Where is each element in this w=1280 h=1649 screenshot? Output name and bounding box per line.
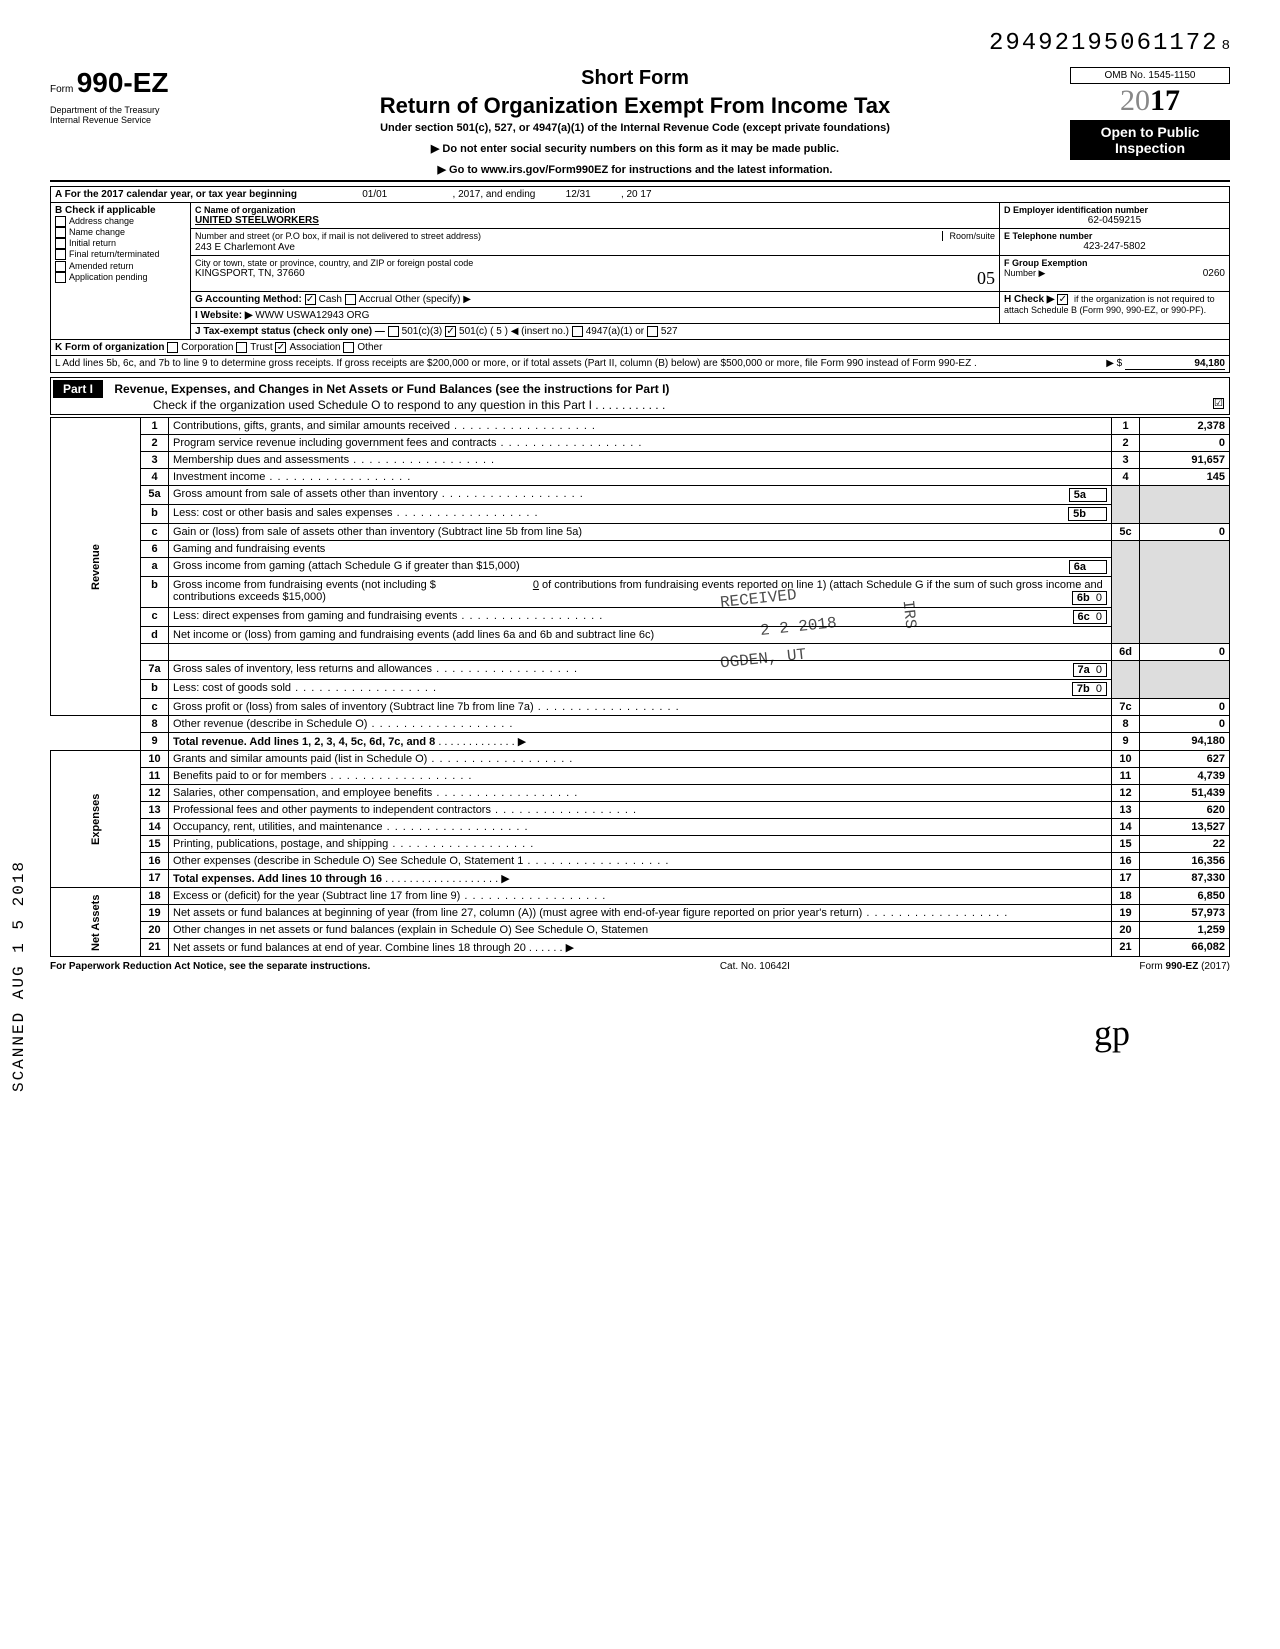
dept-treasury: Department of the Treasury <box>50 105 200 115</box>
assoc-checkbox[interactable]: ✓ <box>275 342 286 353</box>
4947-checkbox[interactable] <box>572 326 583 337</box>
footer: For Paperwork Reduction Act Notice, see … <box>50 961 1230 972</box>
website: WWW USWA12943 ORG <box>255 310 369 321</box>
org-name: UNITED STEELWORKERS <box>195 215 995 226</box>
accrual-checkbox[interactable] <box>345 294 356 305</box>
irs-stamp: IRS <box>899 599 920 630</box>
street-address: 243 E Charlemont Ave <box>195 242 995 253</box>
meta-table: A For the 2017 calendar year, or tax yea… <box>50 186 1230 373</box>
revenue-label: Revenue <box>51 418 141 716</box>
title-block: Short Form Return of Organization Exempt… <box>200 67 1070 176</box>
phone: 423-247-5802 <box>1004 241 1225 252</box>
501c3-checkbox[interactable] <box>388 326 399 337</box>
year-block: OMB No. 1545-1150 2017 Open to Public In… <box>1070 67 1230 160</box>
schedule-o-checkbox[interactable]: ☑ <box>1213 398 1224 409</box>
cash-checkbox[interactable]: ✓ <box>305 294 316 305</box>
form-label: Form 990-EZ Department of the Treasury I… <box>50 67 200 125</box>
part-1-table: Revenue 1Contributions, gifts, grants, a… <box>50 417 1230 957</box>
initials-stamp: 05 <box>977 268 995 289</box>
group-exemption: 0260 <box>1203 268 1225 279</box>
form-header: Form 990-EZ Department of the Treasury I… <box>50 67 1230 176</box>
part-1-header: Part I <box>53 380 103 398</box>
irs-label: Internal Revenue Service <box>50 115 200 125</box>
corp-checkbox[interactable] <box>167 342 178 353</box>
trust-checkbox[interactable] <box>236 342 247 353</box>
signature: gp <box>50 1012 1230 1054</box>
other-checkbox[interactable] <box>343 342 354 353</box>
527-checkbox[interactable] <box>647 326 658 337</box>
document-number: 294921950611728 <box>50 30 1230 57</box>
expenses-label: Expenses <box>51 751 141 888</box>
gross-receipts: 94,180 <box>1125 358 1225 370</box>
city-state-zip: KINGSPORT, TN, 37660 <box>195 268 305 279</box>
501c-checkbox[interactable]: ✓ <box>445 326 456 337</box>
ein: 62-0459215 <box>1004 215 1225 226</box>
schedule-b-checkbox[interactable]: ✓ <box>1057 294 1068 305</box>
net-assets-label: Net Assets <box>51 888 141 957</box>
scanned-stamp: SCANNED AUG 1 5 2018 <box>10 860 28 1092</box>
